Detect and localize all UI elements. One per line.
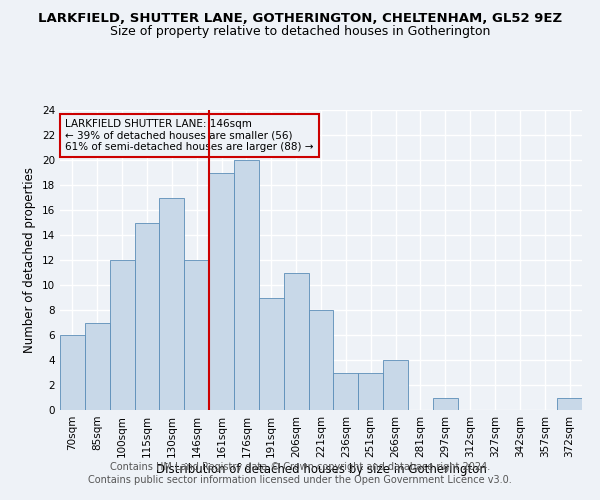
Bar	[85, 322, 110, 410]
Bar	[284, 272, 308, 410]
Bar	[433, 398, 458, 410]
Bar	[358, 372, 383, 410]
Bar	[209, 172, 234, 410]
Bar	[234, 160, 259, 410]
Bar	[383, 360, 408, 410]
X-axis label: Distribution of detached houses by size in Gotherington: Distribution of detached houses by size …	[155, 462, 487, 475]
Bar	[134, 222, 160, 410]
Text: LARKFIELD SHUTTER LANE: 146sqm
← 39% of detached houses are smaller (56)
61% of : LARKFIELD SHUTTER LANE: 146sqm ← 39% of …	[65, 119, 314, 152]
Text: Size of property relative to detached houses in Gotherington: Size of property relative to detached ho…	[110, 25, 490, 38]
Bar	[308, 310, 334, 410]
Text: LARKFIELD, SHUTTER LANE, GOTHERINGTON, CHELTENHAM, GL52 9EZ: LARKFIELD, SHUTTER LANE, GOTHERINGTON, C…	[38, 12, 562, 26]
Bar	[557, 398, 582, 410]
Y-axis label: Number of detached properties: Number of detached properties	[23, 167, 37, 353]
Bar	[334, 372, 358, 410]
Bar	[110, 260, 134, 410]
Bar	[184, 260, 209, 410]
Bar	[60, 335, 85, 410]
Bar	[160, 198, 184, 410]
Text: Contains HM Land Registry data © Crown copyright and database right 2024.: Contains HM Land Registry data © Crown c…	[110, 462, 490, 472]
Text: Contains public sector information licensed under the Open Government Licence v3: Contains public sector information licen…	[88, 475, 512, 485]
Bar	[259, 298, 284, 410]
